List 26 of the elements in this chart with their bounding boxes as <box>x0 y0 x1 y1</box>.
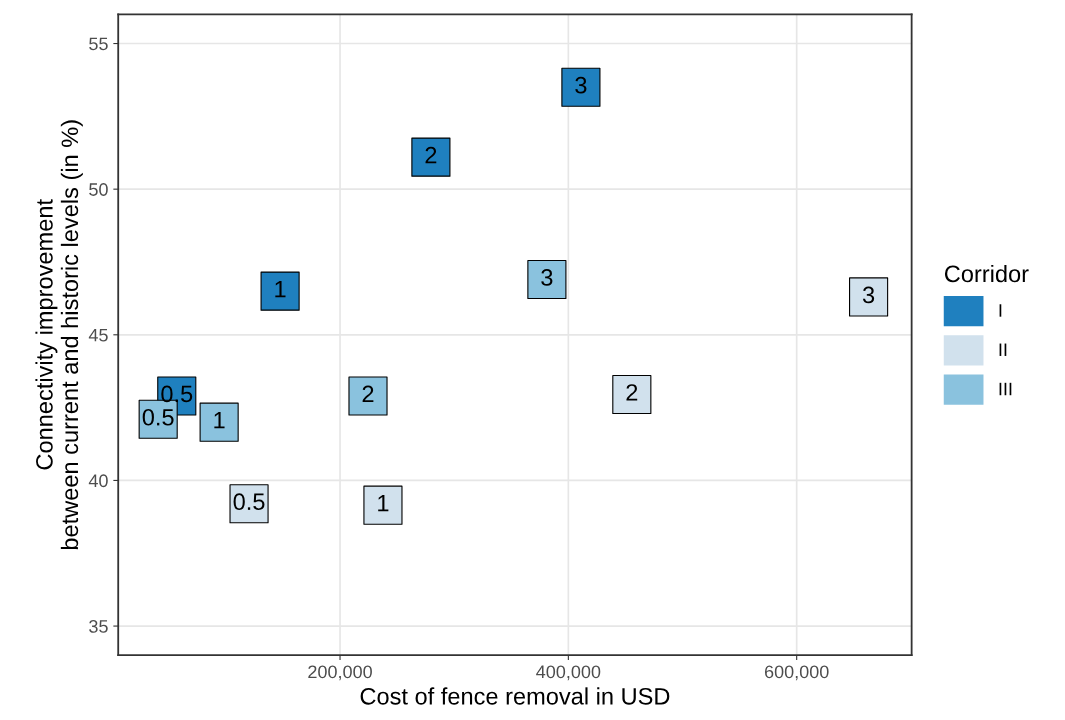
annotation: 0.5 <box>142 408 174 426</box>
x-tick-label: 600,000 <box>764 665 829 681</box>
x-tick-label: 400,000 <box>536 665 601 681</box>
y-tick-label: 35 <box>89 620 108 633</box>
y-tick-label: 55 <box>89 37 108 51</box>
legend-label: III <box>999 382 1012 396</box>
annotation: 2 <box>626 384 638 401</box>
x-axis-title: Cost of fence removal in USD <box>360 687 670 705</box>
annotation: 0.5 <box>233 493 265 511</box>
annotation: 3 <box>541 269 553 286</box>
legend-label: II <box>999 343 1007 356</box>
legend-label: I <box>999 304 1002 317</box>
annotation: 1 <box>378 495 389 512</box>
y-tick-label: 50 <box>89 183 108 196</box>
y-axis-title: Connectivity improvement between current and historic levels (in %) <box>35 120 83 550</box>
annotation: 2 <box>425 146 437 164</box>
x-tick-label: 200,000 <box>308 665 372 681</box>
annotation: 0.5 <box>161 385 193 403</box>
annotation: 1 <box>214 412 225 429</box>
annotation: 3 <box>575 76 587 94</box>
y-tick-label: 45 <box>88 328 108 342</box>
annotation: 1 <box>275 280 286 298</box>
annotation: 3 <box>862 286 875 304</box>
legend-title: Corridor <box>944 264 1029 283</box>
y-tick-label: 40 <box>88 474 108 488</box>
annotation: 2 <box>362 385 374 403</box>
